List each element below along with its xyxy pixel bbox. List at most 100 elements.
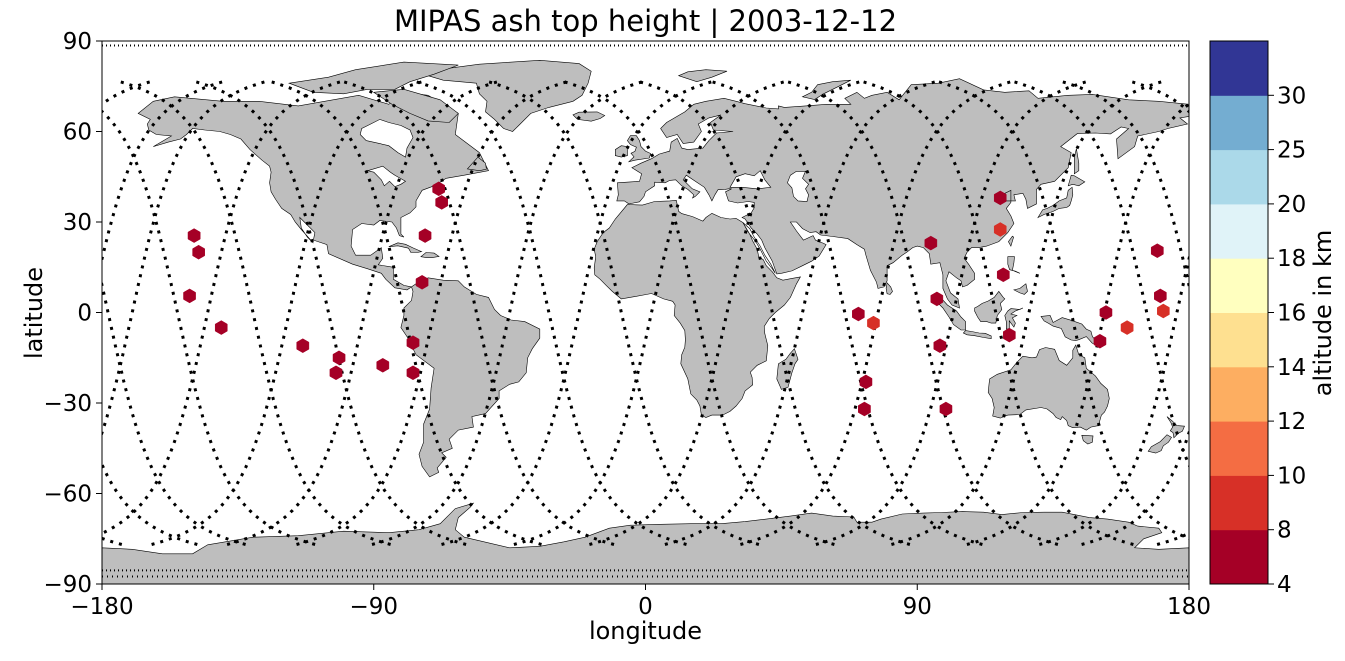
orbit-track-descending <box>226 79 503 546</box>
land-novaya-zemlya <box>801 79 851 100</box>
colorbar-tick-label: 10 <box>1277 463 1306 489</box>
ash-point <box>1157 303 1170 319</box>
ash-point <box>867 315 880 331</box>
land-sri-lanka <box>885 282 893 295</box>
y-axis-ticks: −90 −60 −30 0 30 60 90 <box>43 29 102 598</box>
x-axis-label: longitude <box>588 617 703 645</box>
colorbar-tick-label: 12 <box>1277 409 1306 435</box>
orbit-track-descending <box>102 79 346 535</box>
ash-point <box>296 338 310 353</box>
land-hokkaido <box>1067 174 1086 187</box>
orbit-track-descending <box>513 79 790 546</box>
land-java <box>962 330 992 340</box>
land-new-zealand-south <box>1147 434 1172 454</box>
orbit-track-ascending <box>933 79 1189 540</box>
colorbar-segment <box>1210 475 1268 531</box>
orbit-track-ascending <box>1057 79 1189 293</box>
orbit-track-descending <box>664 79 941 546</box>
colorbar-tick-label: 25 <box>1277 138 1306 164</box>
colorbar-segment <box>1210 203 1268 259</box>
land-madagascar <box>776 348 799 390</box>
land-british-isles <box>627 135 651 163</box>
colorbar-label: altitude in km <box>1309 229 1337 397</box>
land-new-zealand-north <box>1166 416 1185 439</box>
colorbar-tick-label: 30 <box>1277 83 1306 109</box>
colorbar: 4 8 10 12 14 16 18 20 25 30 <box>1209 40 1306 598</box>
land-antarctica <box>102 502 1189 584</box>
x-tick-label: −90 <box>349 594 398 620</box>
ash-point <box>852 306 865 322</box>
y-tick-label: 30 <box>63 210 92 236</box>
orbit-track-ascending <box>1008 79 1189 469</box>
ash-point <box>1099 305 1113 320</box>
land-mindanao <box>1013 283 1028 295</box>
ash-point <box>329 365 343 381</box>
land-hudson-bay <box>359 119 414 158</box>
x-axis-ticks: −180 −90 0 90 180 <box>70 584 1211 620</box>
colorbar-tick-label: 14 <box>1277 355 1306 381</box>
orbit-track-descending <box>102 79 271 438</box>
y-tick-label: −60 <box>43 482 92 508</box>
ash-point <box>435 195 448 210</box>
colorbar-tick-label: 18 <box>1277 246 1306 272</box>
y-tick-label: 90 <box>63 29 92 55</box>
orbit-track-ascending <box>483 79 760 546</box>
orbit-track-ascending <box>102 109 316 546</box>
orbit-track-descending <box>0 81 4 545</box>
ash-point <box>996 267 1010 283</box>
ash-point <box>924 235 938 251</box>
land-greenland <box>427 59 592 132</box>
land-taiwan <box>1008 235 1014 247</box>
land-australia <box>987 344 1110 431</box>
orbit-track-descending <box>151 79 428 546</box>
orbit-track-descending <box>102 79 228 266</box>
colorbar-segment <box>1210 95 1268 151</box>
colorbar-tick-label: 8 <box>1277 518 1292 544</box>
ash-point <box>993 190 1007 206</box>
ash-point <box>183 288 196 304</box>
orbit-tracks <box>0 79 1189 546</box>
land-cuba <box>388 242 423 253</box>
orbit-track-ascending <box>410 79 687 546</box>
land-luzon <box>1007 256 1021 274</box>
land-japan <box>1037 186 1074 219</box>
land-great-lakes <box>366 165 407 188</box>
land-tasmania <box>1081 434 1094 445</box>
land-eurasia <box>616 78 1189 309</box>
orbit-track-ascending <box>190 79 467 546</box>
ash-point <box>187 228 201 243</box>
land-baffin <box>372 88 459 123</box>
orbit-track-ascending <box>634 79 911 546</box>
ash-point <box>939 401 953 417</box>
ash-point <box>930 291 944 307</box>
ash-point <box>406 365 420 381</box>
orbit-track-ascending <box>857 79 1134 546</box>
orbit-track-descending <box>891 79 1167 546</box>
polar-tracks <box>102 44 1189 578</box>
orbit-track-descending <box>740 79 1016 546</box>
land-new-guinea <box>1040 315 1100 344</box>
orbit-track-ascending <box>115 79 391 546</box>
x-tick-label: 180 <box>1167 594 1211 620</box>
y-axis-label: latitude <box>20 266 48 360</box>
land-caspian-sea <box>787 171 809 202</box>
land-africa <box>593 199 801 418</box>
colorbar-segment <box>1210 41 1268 96</box>
y-tick-label: −30 <box>43 391 92 417</box>
land-sumatra <box>932 295 966 331</box>
colorbar-segment <box>1210 258 1268 313</box>
ash-point <box>1120 320 1134 335</box>
orbit-track-ascending <box>558 79 835 546</box>
ash-points <box>183 181 1170 417</box>
orbit-track-ascending <box>782 79 1059 546</box>
land-hispaniola <box>420 252 440 258</box>
ash-point <box>1093 333 1107 349</box>
land-newfoundland <box>466 156 487 172</box>
land-sulawesi <box>1004 307 1024 330</box>
ash-point <box>933 338 947 353</box>
ash-point <box>214 320 228 335</box>
y-tick-label: −90 <box>43 572 92 598</box>
orbit-track-ascending <box>338 79 615 546</box>
